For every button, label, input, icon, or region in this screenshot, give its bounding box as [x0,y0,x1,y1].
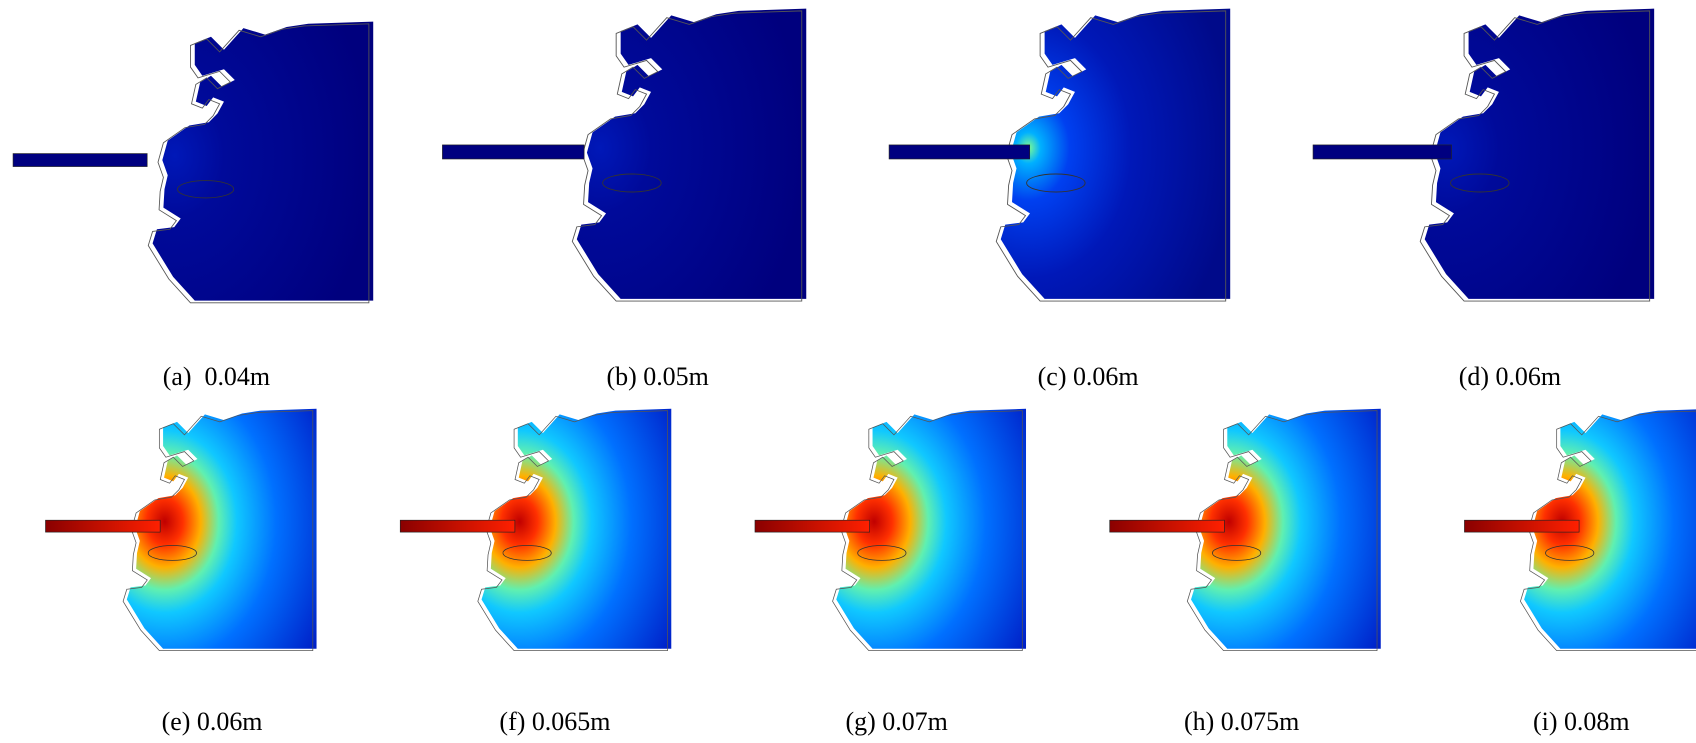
rod [400,520,515,532]
panel: (i) 0.08m [1464,409,1696,736]
caption: (i) 0.08m [1533,707,1630,736]
domain-shape [1425,9,1654,299]
panel: (e) 0.06m [46,409,317,736]
domain-shape [577,9,806,299]
domain [572,9,806,301]
panel: (b) 0.05m [442,9,806,391]
caption: (e) 0.06m [162,707,263,736]
rod [46,520,161,532]
caption: (b) 0.05m [607,362,709,391]
rod [1110,520,1225,532]
caption: (d) 0.06m [1459,362,1561,391]
rod [13,154,147,167]
panel: (f) 0.065m [400,409,671,736]
caption: (h) 0.075m [1184,707,1299,736]
panel: (a) 0.04m [13,22,373,391]
domain-shape [1001,9,1230,299]
domain [996,9,1230,301]
rod [1313,145,1451,159]
rod [442,145,584,159]
rod [889,145,1030,159]
rod [755,520,870,532]
caption: (g) 0.07m [846,707,948,736]
caption: (c) 0.06m [1038,362,1139,391]
caption: (f) 0.065m [499,707,610,736]
panel: (h) 0.075m [1110,409,1381,736]
panel: (c) 0.06m [889,9,1230,391]
panel: (d) 0.06m [1313,9,1654,391]
figure: (a) 0.04m (b) 0.05m (c) 0.06m (d) 0.06m (e) … [0,0,1696,743]
caption: (a) 0.04m [163,362,270,391]
domain-shape [153,22,374,301]
panel: (g) 0.07m [755,409,1026,736]
domain [148,22,373,303]
rod [1464,520,1579,532]
domain [1420,9,1654,301]
